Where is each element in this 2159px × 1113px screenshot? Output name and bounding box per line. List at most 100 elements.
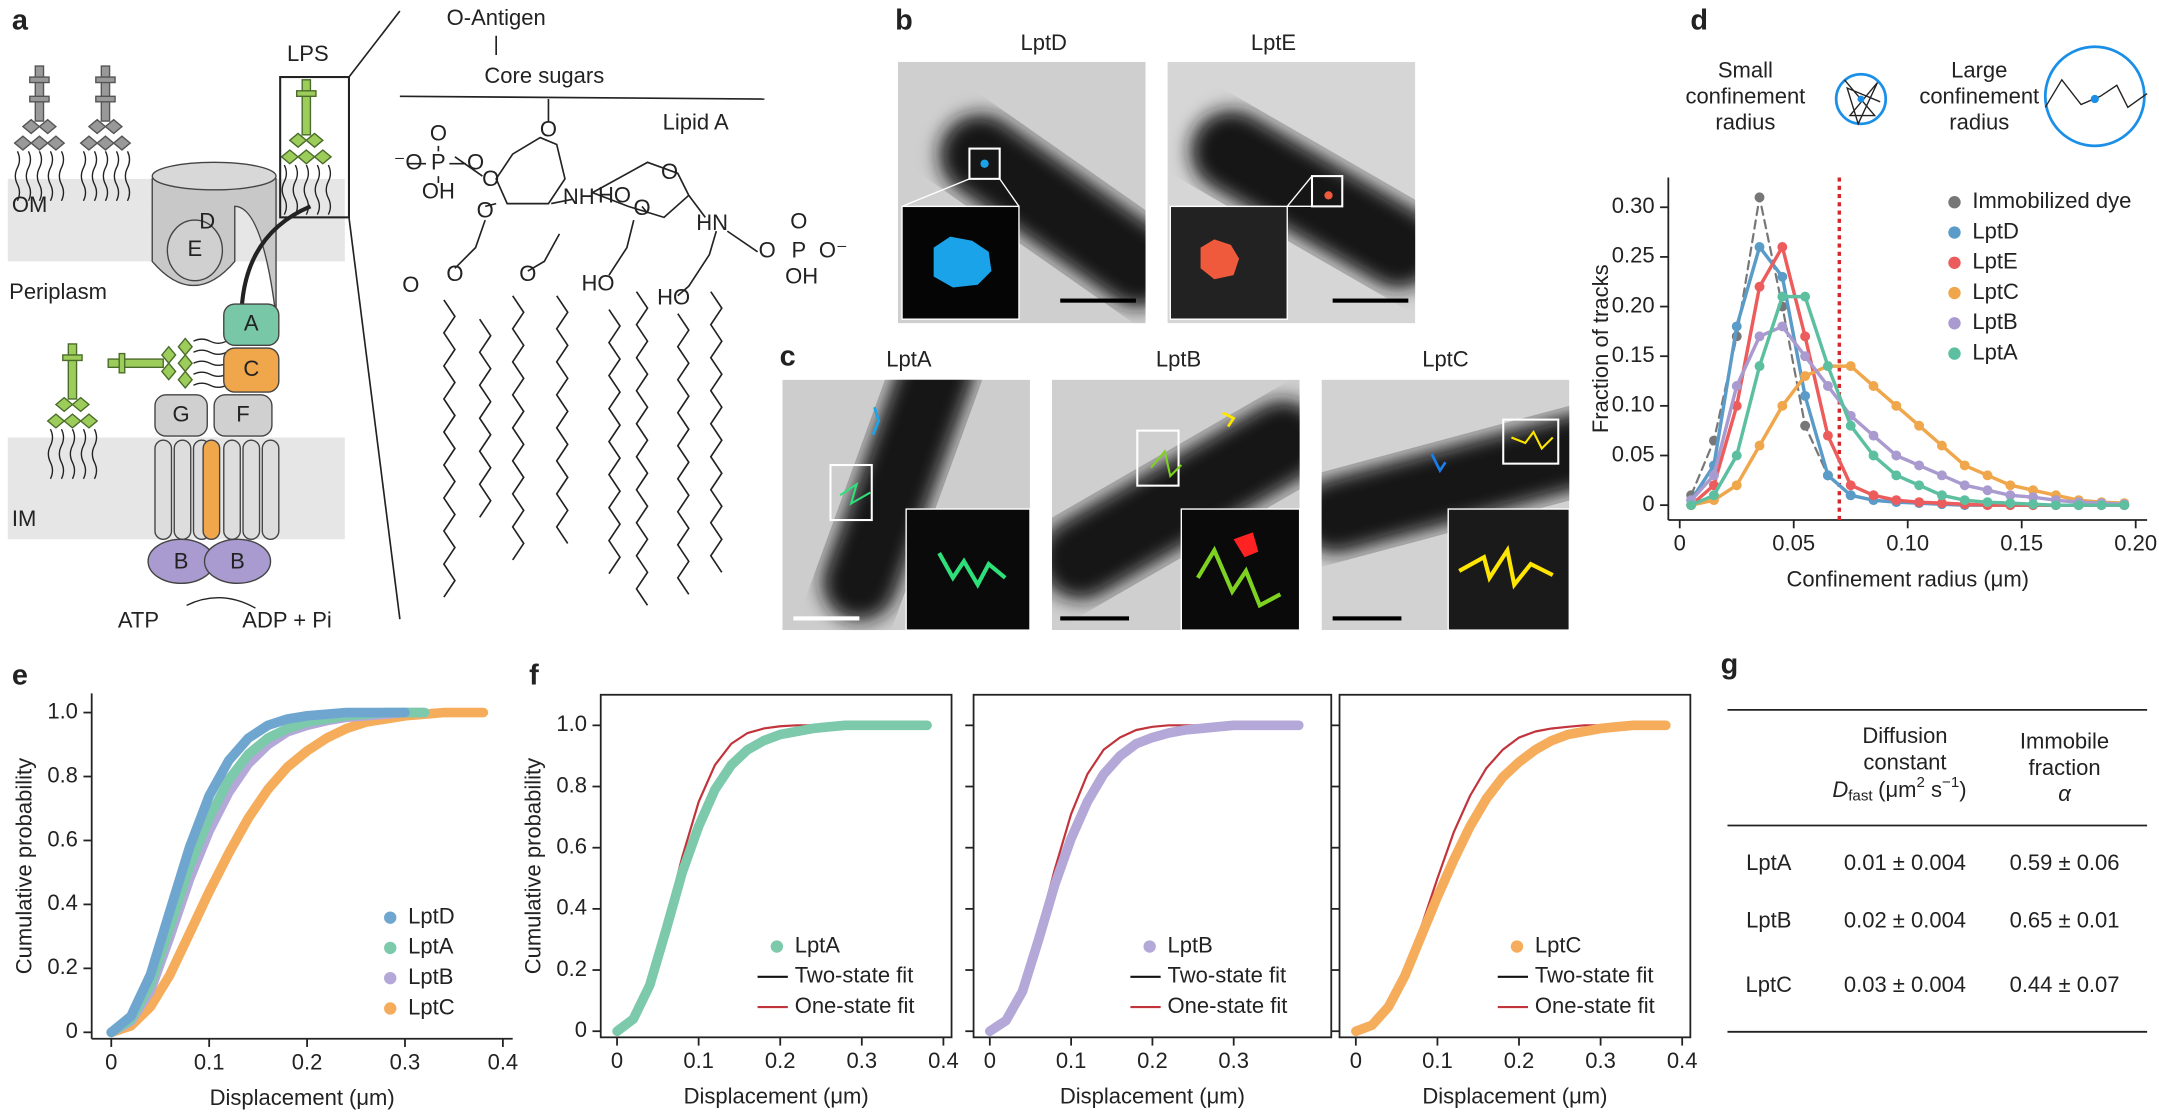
alkyl-chain bbox=[709, 291, 723, 573]
series-line bbox=[984, 720, 1304, 1037]
panel-label: g bbox=[1721, 648, 1739, 680]
unit: (μm bbox=[1878, 777, 1916, 802]
data-point bbox=[1822, 470, 1833, 481]
legend-label: LptD bbox=[1972, 218, 2018, 243]
legend-swatch bbox=[384, 971, 397, 985]
data-point bbox=[1731, 381, 1742, 391]
data-point bbox=[1777, 400, 1788, 411]
table-header: fraction bbox=[2028, 755, 2100, 780]
protein-c bbox=[223, 347, 280, 393]
schematic-track bbox=[2044, 78, 2148, 109]
legend-label: LptE bbox=[1972, 249, 2017, 274]
data-point bbox=[1800, 371, 1811, 382]
data-point bbox=[1845, 361, 1856, 372]
atom-label: O bbox=[519, 261, 536, 286]
data-point bbox=[1800, 420, 1811, 431]
x-tick-label: 0.10 bbox=[1886, 531, 1929, 556]
alkyl-chain bbox=[676, 313, 690, 595]
data-point bbox=[1754, 192, 1765, 203]
inset-box bbox=[1502, 418, 1560, 465]
x-tick-label: 0.4 bbox=[488, 1049, 519, 1074]
x-tick-label: 0 bbox=[984, 1048, 996, 1073]
track bbox=[1200, 239, 1240, 280]
atom-label: NH bbox=[563, 184, 595, 209]
o-antigen-label: O-Antigen bbox=[447, 5, 546, 30]
small-radius-circle bbox=[1834, 72, 1888, 126]
table-cell: 0.01 ± 0.004 bbox=[1844, 850, 1966, 875]
schematic-label: Small bbox=[1718, 57, 1773, 82]
subscript: fast bbox=[1848, 788, 1873, 805]
atom-label: OH bbox=[422, 178, 455, 203]
track bbox=[980, 159, 989, 168]
zoom-box bbox=[279, 76, 350, 219]
legend-label: LptA bbox=[795, 932, 841, 957]
zoom-line bbox=[348, 10, 401, 78]
data-point bbox=[1914, 420, 1925, 431]
y-tick-label: 0.15 bbox=[1612, 342, 1655, 367]
data-point bbox=[1959, 480, 1970, 491]
data-point bbox=[1891, 400, 1902, 411]
x-axis-label: Displacement (μm) bbox=[684, 1084, 869, 1109]
x-tick-label: 0 bbox=[105, 1049, 117, 1074]
y-tick-label: 0 bbox=[66, 1018, 78, 1043]
legend-swatch bbox=[1143, 940, 1156, 953]
x-tick-label: 0.20 bbox=[2114, 531, 2157, 556]
y-tick-label: 0.8 bbox=[556, 772, 587, 797]
atom-label: O bbox=[661, 159, 678, 184]
legend-swatch bbox=[384, 1002, 397, 1015]
data-point bbox=[2119, 500, 2130, 511]
panel-a-diagram: OM Periplasm IM LPS D E A C G F B B ATP … bbox=[7, 5, 765, 633]
legend-swatch bbox=[384, 911, 397, 924]
table-cell: 0.02 ± 0.004 bbox=[1844, 908, 1966, 933]
inset bbox=[1447, 508, 1570, 631]
protein-f bbox=[213, 394, 273, 437]
series-line bbox=[106, 707, 430, 1038]
track bbox=[1430, 453, 1447, 474]
data-point bbox=[1800, 331, 1811, 342]
y-tick-label: 0.6 bbox=[47, 826, 78, 851]
alkyl-chain bbox=[478, 318, 492, 518]
schematic-center bbox=[1857, 95, 1865, 103]
data-point bbox=[2005, 490, 2016, 501]
table-cell: LptA bbox=[1746, 850, 1792, 875]
atom-label: HO bbox=[657, 284, 690, 309]
membrane-label: OM bbox=[12, 192, 47, 217]
x-tick-label: 0.2 bbox=[292, 1049, 323, 1074]
panel-label: f bbox=[529, 660, 539, 692]
adp-label: ADP + Pi bbox=[242, 608, 331, 633]
legend-label: One-state fit bbox=[1535, 993, 1655, 1018]
table-cell: LptB bbox=[1746, 908, 1791, 933]
data-point bbox=[1754, 361, 1765, 372]
data-point bbox=[1731, 480, 1742, 491]
transport-arrow bbox=[239, 204, 312, 310]
data-point bbox=[1868, 381, 1879, 391]
schematic-track bbox=[1843, 79, 1881, 126]
schematic-label: confinement bbox=[1919, 83, 2039, 108]
data-point bbox=[1936, 498, 1947, 509]
y-tick-label: 1.0 bbox=[556, 711, 587, 736]
atom-label: HO bbox=[598, 183, 631, 208]
panel-c: LptA LptB LptC bbox=[782, 346, 1570, 631]
atom-label: O⁻ bbox=[819, 238, 848, 263]
data-point bbox=[1868, 450, 1879, 461]
schematic-label: Large bbox=[1951, 57, 2007, 82]
y-tick-label: 0.4 bbox=[556, 895, 587, 920]
legend-label: Two-state fit bbox=[795, 963, 914, 988]
data-point bbox=[2005, 480, 2016, 491]
legend-label: LptB bbox=[408, 964, 453, 989]
data-point bbox=[1754, 331, 1765, 342]
legend-label: Immobilized dye bbox=[1972, 188, 2131, 213]
panel-label: d bbox=[1690, 5, 1708, 37]
track bbox=[1196, 545, 1282, 609]
y-axis-label: Fraction of tracks bbox=[1588, 264, 1613, 433]
protein-label: D bbox=[199, 209, 215, 234]
panel-label: b bbox=[895, 5, 913, 37]
data-point bbox=[1845, 480, 1856, 491]
track bbox=[1233, 532, 1259, 558]
lps-label: LPS bbox=[287, 41, 329, 66]
data-point bbox=[1868, 490, 1879, 501]
data-point bbox=[1822, 381, 1833, 391]
schematic-center bbox=[2090, 94, 2099, 104]
legend-label: LptB bbox=[1168, 932, 1213, 957]
data-point bbox=[1914, 460, 1925, 471]
